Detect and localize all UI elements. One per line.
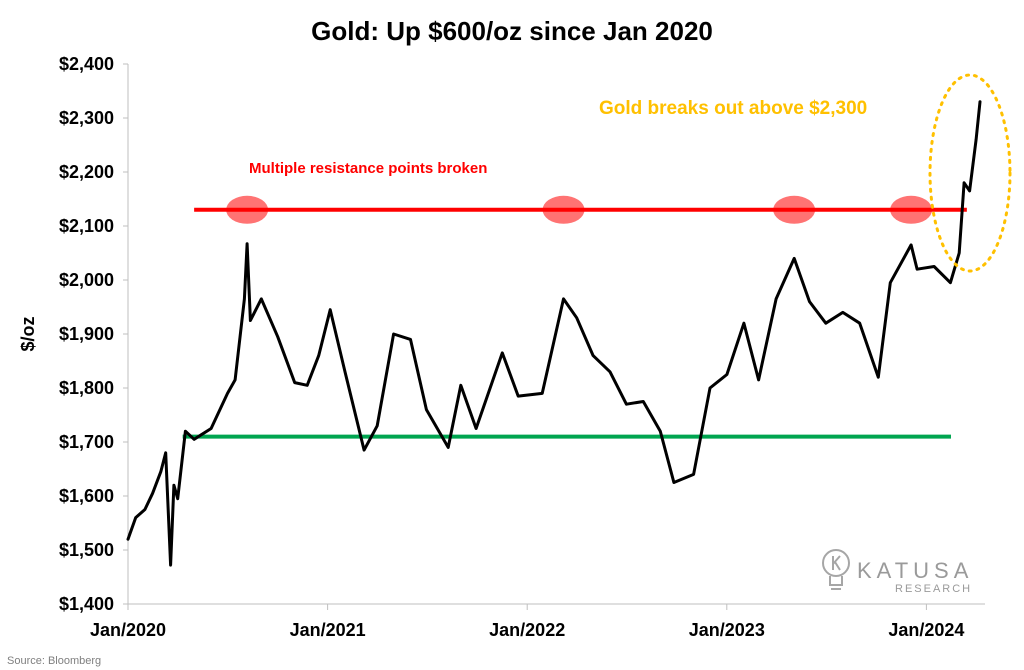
lightbulb-icon xyxy=(822,549,850,590)
y-tick-label: $2,000 xyxy=(59,270,114,290)
reference-lines xyxy=(182,207,967,439)
source-note: Source: Bloomberg xyxy=(7,655,101,667)
chart-title: Gold: Up $600/oz since Jan 2020 xyxy=(311,16,713,46)
brand-name: KATUSA xyxy=(857,558,973,583)
y-tick-label: $1,600 xyxy=(59,486,114,506)
y-axis-label: $/oz xyxy=(18,316,38,351)
x-tick-label: Jan/2024 xyxy=(888,620,964,640)
brand-subtitle: RESEARCH xyxy=(895,583,972,595)
y-tick-label: $1,800 xyxy=(59,378,114,398)
y-axis: $1,400 $1,500 $1,600 $1,700 $1,800 $1,900 $2,0… xyxy=(59,54,129,614)
breakout-highlight-ellipse xyxy=(928,73,1012,273)
x-axis: Jan/2020 Jan/2021 Jan/2022 Jan/2023 Jan/2024 xyxy=(90,603,985,640)
resistance-marker xyxy=(890,195,933,224)
x-tick-label: Jan/2022 xyxy=(489,620,565,640)
y-tick-label: $2,100 xyxy=(59,216,114,236)
y-tick-label: $1,500 xyxy=(59,540,114,560)
x-tick-label: Jan/2021 xyxy=(290,620,366,640)
gold-price-line xyxy=(126,100,982,567)
y-tick-label: $1,900 xyxy=(59,324,114,344)
y-tick-label: $2,300 xyxy=(59,108,114,128)
katusa-logo: KATUSA RESEARCH xyxy=(822,549,973,595)
series-group xyxy=(126,100,982,567)
resistance-markers xyxy=(226,195,933,224)
y-tick-label: $1,400 xyxy=(59,594,114,614)
resistance-marker xyxy=(542,195,585,224)
resistance-marker xyxy=(226,195,269,224)
x-tick-label: Jan/2020 xyxy=(90,620,166,640)
resistance-annotation: Multiple resistance points broken xyxy=(249,160,487,177)
breakout-annotation: Gold breaks out above $2,300 xyxy=(599,98,867,119)
resistance-marker xyxy=(773,195,816,224)
y-tick-label: $2,400 xyxy=(59,54,114,74)
y-tick-label: $1,700 xyxy=(59,432,114,452)
x-tick-label: Jan/2023 xyxy=(689,620,765,640)
y-tick-label: $2,200 xyxy=(59,162,114,182)
